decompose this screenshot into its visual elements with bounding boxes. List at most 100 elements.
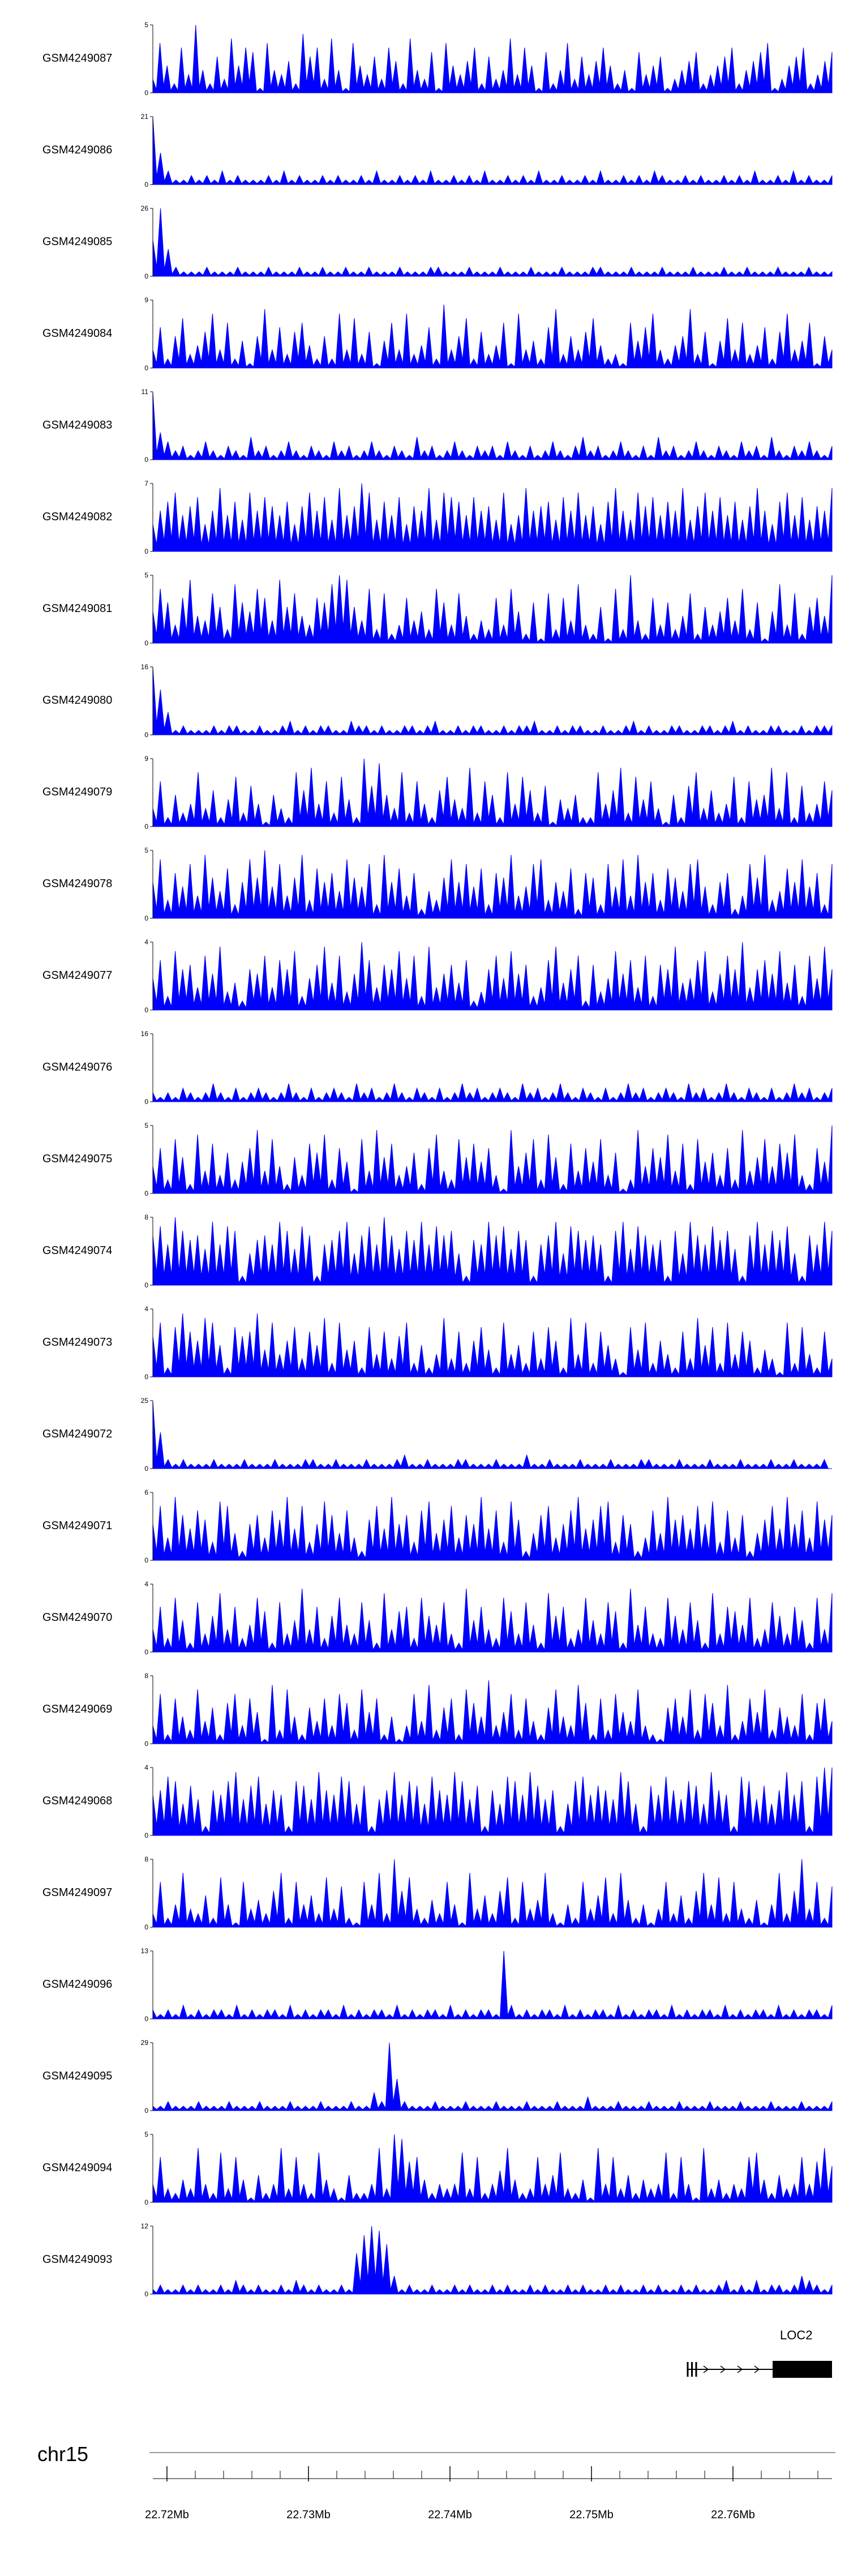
y-axis-min-label: 0 <box>144 1556 148 1564</box>
track-label: GSM4249070 <box>42 1611 113 1624</box>
signal-area <box>152 666 833 735</box>
signal-area <box>152 1313 833 1377</box>
signal-area <box>152 1767 833 1836</box>
track-plot: 50 <box>144 571 833 647</box>
signal-area <box>152 483 833 552</box>
track-row-gsm4249073: GSM4249073 4 0 <box>0 1301 849 1393</box>
chromosome-label: chr15 <box>37 2442 89 2466</box>
y-axis-min-label: 0 <box>144 823 148 831</box>
signal-area <box>152 1083 833 1102</box>
signal-area <box>152 1680 833 1744</box>
track-label: GSM4249085 <box>42 236 113 248</box>
y-axis-max-label: 13 <box>141 1947 149 1955</box>
strand-arrow-icon <box>737 2365 743 2373</box>
gene-annotation-track <box>687 2361 832 2378</box>
track-plot: 40 <box>144 1580 833 1656</box>
track-row-gsm4249096: GSM4249096 13 0 <box>0 1943 849 2035</box>
signal-area <box>152 850 833 919</box>
y-axis-max-label: 4 <box>144 1305 148 1313</box>
y-axis-max-label: 26 <box>141 204 149 212</box>
y-axis-min-label: 0 <box>144 272 148 280</box>
track-row-gsm4249075: GSM4249075 5 0 <box>0 1118 849 1209</box>
y-axis-max-label: 25 <box>141 1397 149 1405</box>
track-row-gsm4249079: GSM4249079 9 0 <box>0 751 849 842</box>
y-axis-min-label: 0 <box>144 1832 148 1839</box>
y-axis-max-label: 8 <box>144 1855 148 1863</box>
track-row-gsm4249081: GSM4249081 5 0 <box>0 567 849 659</box>
track-plot: 90 <box>144 296 833 372</box>
track-label: GSM4249074 <box>42 1244 113 1257</box>
y-axis-max-label: 8 <box>144 1672 148 1680</box>
y-axis-min-label: 0 <box>144 1189 148 1197</box>
track-plot: 90 <box>144 755 833 831</box>
track-plot: 21 0 <box>141 113 833 189</box>
track-label: GSM4249087 <box>42 52 113 65</box>
y-axis-min-label: 0 <box>144 547 148 555</box>
signal-area <box>152 942 833 1011</box>
track-plot: 50 <box>144 2130 833 2206</box>
gene-exon-box <box>773 2361 832 2378</box>
y-axis-max-label: 5 <box>144 571 148 579</box>
signal-area <box>152 1496 833 1561</box>
track-row-gsm4249077: GSM4249077 4 0 <box>0 934 849 1026</box>
y-axis-min-label: 0 <box>144 1098 148 1106</box>
track-label: GSM4249096 <box>42 1978 113 1991</box>
y-axis-max-label: 4 <box>144 938 148 946</box>
signal-area <box>152 2134 833 2203</box>
y-axis-min-label: 0 <box>144 2015 148 2023</box>
y-axis-max-label: 5 <box>144 21 148 29</box>
track-label: GSM4249095 <box>42 2070 113 2082</box>
track-row-gsm4249068: GSM4249068 4 0 <box>0 1760 849 1851</box>
track-plot: 80 <box>144 1672 833 1748</box>
signal-area <box>152 758 833 827</box>
track-row-gsm4249097: GSM4249097 8 0 <box>0 1851 849 1943</box>
y-axis-min-label: 0 <box>144 1373 148 1381</box>
track-label: GSM4249081 <box>42 602 113 615</box>
y-axis-max-label: 16 <box>141 1030 149 1038</box>
y-axis-max-label: 9 <box>144 296 148 304</box>
track-label: GSM4249071 <box>42 1520 113 1532</box>
track-plot: 80 <box>144 1855 833 1931</box>
track-plot: 70 <box>144 480 833 555</box>
track-plot: 40 <box>144 1764 833 1839</box>
track-label: GSM4249077 <box>42 969 113 982</box>
y-axis-min-label: 0 <box>144 1281 148 1289</box>
track-label: GSM4249093 <box>42 2253 113 2266</box>
y-axis-min-label: 0 <box>144 2290 148 2298</box>
track-label: GSM4249075 <box>42 1153 113 1165</box>
axis-tick-label: 22.72Mb <box>145 2509 189 2521</box>
track-row-gsm4249072: GSM4249072 25 0 <box>0 1393 849 1484</box>
track-row-gsm4249069: GSM4249069 8 0 <box>0 1668 849 1760</box>
y-axis-max-label: 5 <box>144 846 148 854</box>
track-row-gsm4249095: GSM4249095 29 0 <box>0 2035 849 2126</box>
track-row-gsm4249094: GSM4249094 5 0 <box>0 2126 849 2218</box>
y-axis-min-label: 0 <box>144 2107 148 2115</box>
track-plot: 25 0 <box>141 1397 832 1473</box>
y-axis-min-label: 0 <box>144 1740 148 1748</box>
track-label: GSM4249086 <box>42 144 113 156</box>
y-axis-min-label: 0 <box>144 456 148 464</box>
signal-area <box>152 1859 833 1928</box>
track-plot: 13 0 <box>141 1947 833 2023</box>
track-row-gsm4249085: GSM4249085 26 0 <box>0 200 849 292</box>
y-axis-max-label: 16 <box>141 663 149 671</box>
signal-area <box>152 1125 833 1194</box>
track-label: GSM4249097 <box>42 1886 113 1899</box>
y-axis-max-label: 21 <box>141 113 149 121</box>
signal-area <box>152 208 833 277</box>
y-axis-max-label: 8 <box>144 1213 148 1221</box>
y-axis-max-label: 5 <box>144 1122 148 1129</box>
track-row-gsm4249084: GSM4249084 9 0 <box>0 292 849 384</box>
track-plot: 16 0 <box>141 1030 833 1106</box>
y-axis-min-label: 0 <box>144 914 148 922</box>
y-axis-min-label: 0 <box>144 181 148 189</box>
signal-area <box>152 116 833 185</box>
track-label: GSM4249073 <box>42 1336 113 1349</box>
track-label: GSM4249082 <box>42 511 113 523</box>
track-plot: 40 <box>144 938 833 1014</box>
strand-arrow-icon <box>703 2365 709 2373</box>
track-row-gsm4249078: GSM4249078 5 0 <box>0 842 849 934</box>
track-plot: 50 <box>144 1122 833 1197</box>
track-plot: 50 <box>144 21 833 97</box>
